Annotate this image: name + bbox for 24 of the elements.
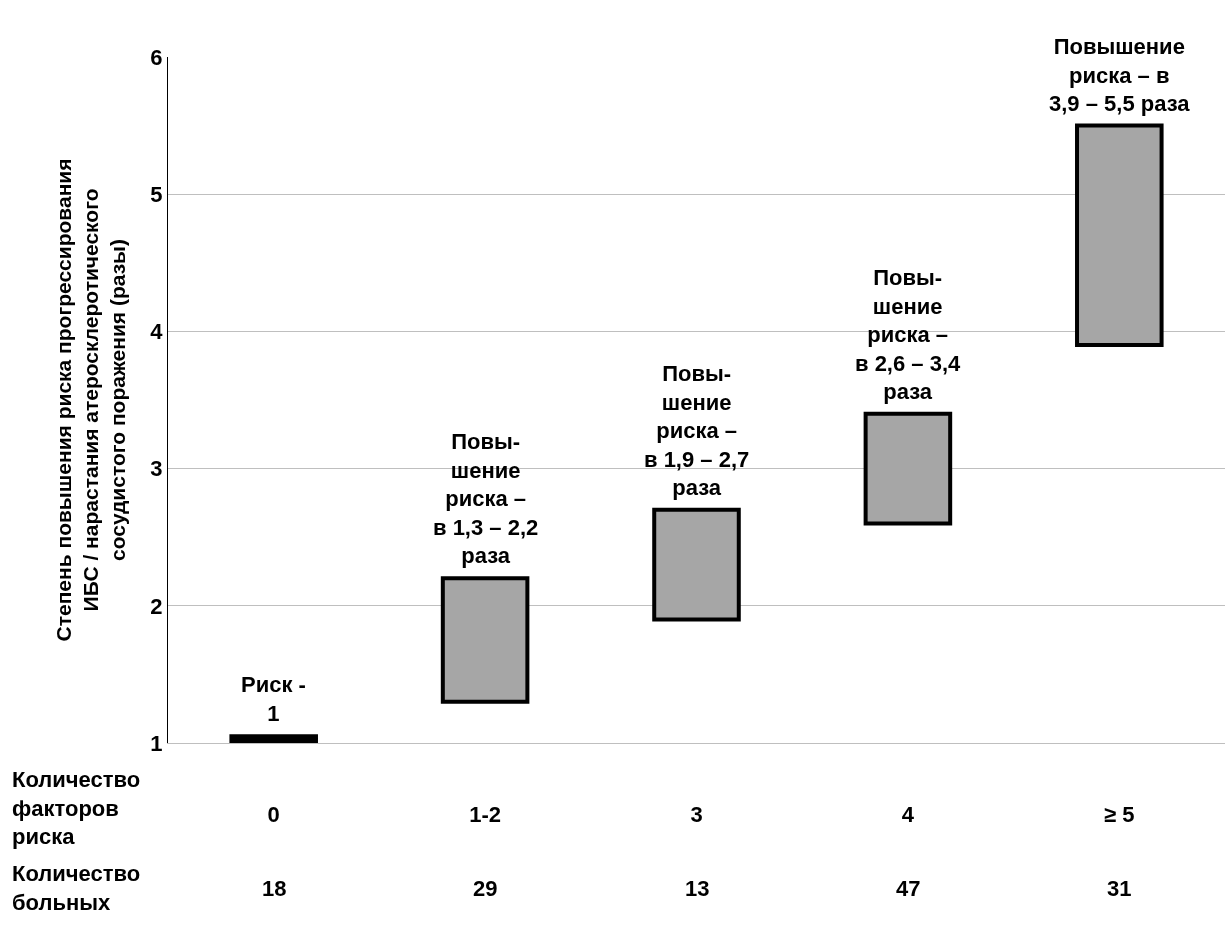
- text: Количество факторов риска: [12, 767, 141, 850]
- annotation: Повы- шение риска – в 1,9 – 2,7 раза: [644, 361, 750, 501]
- annotation: Риск - 1: [241, 672, 306, 726]
- x-tick-label: 4: [901, 802, 915, 828]
- text: 31: [1107, 876, 1132, 901]
- x-tick-label: ≥ 5: [1104, 802, 1135, 828]
- y-tick-label: 2: [150, 593, 163, 619]
- annotation: Повы- шение риска – в 2,6 – 3,4 раза: [855, 265, 962, 405]
- x-tick-label: 0: [267, 802, 280, 828]
- text: 18: [262, 876, 287, 901]
- x-tick-label: 1-2: [469, 802, 501, 828]
- text: 47: [896, 876, 921, 901]
- annotation: Повышение риска – в 3,9 – 5,5 раза: [1049, 34, 1191, 117]
- y-tick-label: 1: [150, 730, 163, 756]
- annotation: Повы- шение риска – в 1,3 – 2,2 раза: [433, 429, 539, 569]
- text: 13: [685, 876, 710, 901]
- y-tick-label: 4: [150, 319, 164, 345]
- text: 29: [473, 876, 498, 901]
- y-axis-title: Степень повышения риска прогрессирования ИБС / нарастания атеросклеротического сосудистого поражения (разы): [51, 158, 130, 642]
- y-tick-label: 6: [150, 44, 163, 70]
- y-tick-label: 5: [150, 181, 163, 207]
- y-tick-label: 3: [150, 456, 163, 482]
- x-tick-label: 3: [690, 802, 703, 828]
- text: Количество больных: [12, 861, 141, 915]
